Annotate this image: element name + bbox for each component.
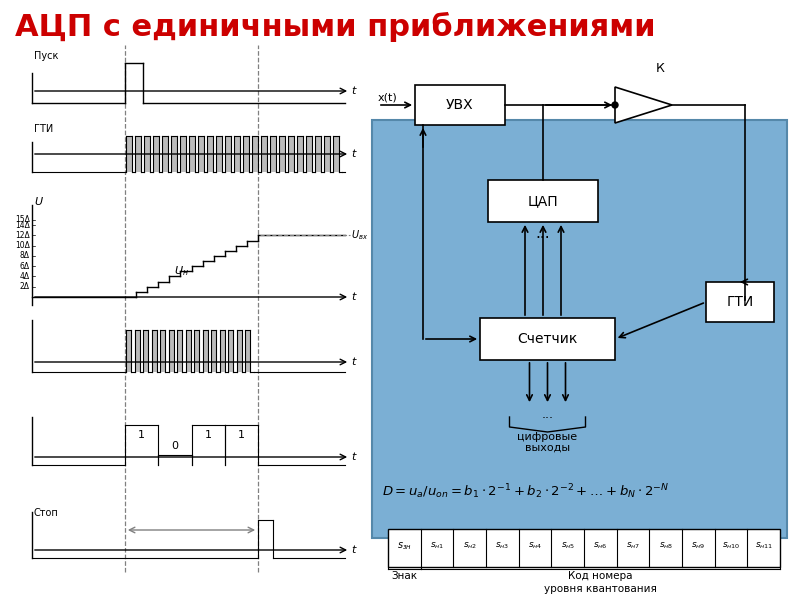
Bar [169,330,174,372]
Bar [198,136,203,172]
Text: Код номера
уровня квантования: Код номера уровня квантования [544,571,657,594]
Bar [245,330,250,372]
Text: $s_{н1}$: $s_{н1}$ [430,541,444,551]
Bar [297,136,302,172]
Text: $s_{н10}$: $s_{н10}$ [722,541,740,551]
Text: цифровые: цифровые [518,432,578,442]
Text: 1: 1 [138,430,145,440]
Text: Знак: Знак [391,571,418,581]
Text: 15Δ: 15Δ [15,215,30,224]
Text: U: U [34,197,42,207]
Bar [126,136,131,172]
Text: $s_{н6}$: $s_{н6}$ [593,541,608,551]
Text: t: t [351,545,355,555]
Bar [202,330,207,372]
Text: 14Δ: 14Δ [15,221,30,230]
Text: 0: 0 [171,441,178,451]
Text: выходы: выходы [525,443,570,453]
Text: ГТИ: ГТИ [34,124,54,134]
Bar [160,330,165,372]
FancyBboxPatch shape [480,318,615,360]
Bar [261,136,266,172]
Text: $s_{н5}$: $s_{н5}$ [561,541,575,551]
Text: $s_{н8}$: $s_{н8}$ [658,541,673,551]
Text: 2Δ: 2Δ [20,282,30,291]
Text: $U_{вх}$: $U_{вх}$ [351,229,368,242]
Bar [237,330,242,372]
Bar [134,330,139,372]
Text: УВХ: УВХ [446,98,474,112]
Bar [135,136,141,172]
Bar [225,136,230,172]
Polygon shape [615,87,672,123]
Text: ЦАП: ЦАП [528,194,558,208]
Bar [180,136,186,172]
Text: 6Δ: 6Δ [20,262,30,271]
Bar [315,136,321,172]
Bar [333,136,338,172]
Text: $s_{н4}$: $s_{н4}$ [528,541,542,551]
Bar [372,120,787,538]
Bar [388,529,780,567]
FancyBboxPatch shape [488,180,598,222]
Text: 1: 1 [238,430,245,440]
Text: ...: ... [542,408,554,421]
Text: $s_{н9}$: $s_{н9}$ [691,541,706,551]
Bar [216,136,222,172]
Circle shape [612,102,618,108]
Text: К: К [655,62,665,75]
Text: Стоп: Стоп [34,508,58,518]
Bar [143,330,148,372]
Text: t: t [351,149,355,159]
Text: Счетчик: Счетчик [518,332,578,346]
Bar [144,136,150,172]
Bar [252,136,258,172]
Bar [279,136,285,172]
Bar [288,136,294,172]
Text: $s_{н7}$: $s_{н7}$ [626,541,640,551]
Text: $s_{н2}$: $s_{н2}$ [462,541,477,551]
Text: t: t [351,292,355,302]
Text: ГТИ: ГТИ [726,295,754,309]
Text: 12Δ: 12Δ [15,231,30,240]
Text: t: t [351,357,355,367]
Bar [234,136,239,172]
Bar [219,330,225,372]
Bar [153,136,158,172]
Text: $s_{н11}$: $s_{н11}$ [754,541,773,551]
Text: $s_{н3}$: $s_{н3}$ [495,541,510,551]
Bar [171,136,177,172]
Text: x(t): x(t) [378,93,398,103]
Bar [207,136,213,172]
Text: ...: ... [536,226,550,241]
Text: $U_н$: $U_н$ [174,265,189,278]
Text: t: t [351,86,355,96]
Bar [177,330,182,372]
Bar [211,330,216,372]
Bar [151,330,157,372]
Bar [270,136,275,172]
Bar [324,136,330,172]
Bar [306,136,311,172]
Bar [243,136,249,172]
Text: 1: 1 [205,430,212,440]
Bar [126,330,131,372]
Text: 10Δ: 10Δ [15,241,30,250]
Text: 4Δ: 4Δ [20,272,30,281]
Text: 8Δ: 8Δ [20,251,30,260]
Text: $D = u_a/u_{on} = b_1 \cdot 2^{-1} + b_2 \cdot 2^{-2} + \ldots + b_N \cdot 2^{-N: $D = u_a/u_{on} = b_1 \cdot 2^{-1} + b_2… [382,482,670,502]
Bar [228,330,233,372]
Text: АЦП с единичными приближениями: АЦП с единичными приближениями [15,12,656,42]
Text: t: t [351,452,355,462]
Bar [162,136,167,172]
Bar [189,136,194,172]
Bar [194,330,199,372]
FancyBboxPatch shape [415,85,505,125]
Bar [186,330,190,372]
FancyBboxPatch shape [706,282,774,322]
Text: $s_{зн}$: $s_{зн}$ [397,540,412,552]
Text: Пуск: Пуск [34,51,58,61]
